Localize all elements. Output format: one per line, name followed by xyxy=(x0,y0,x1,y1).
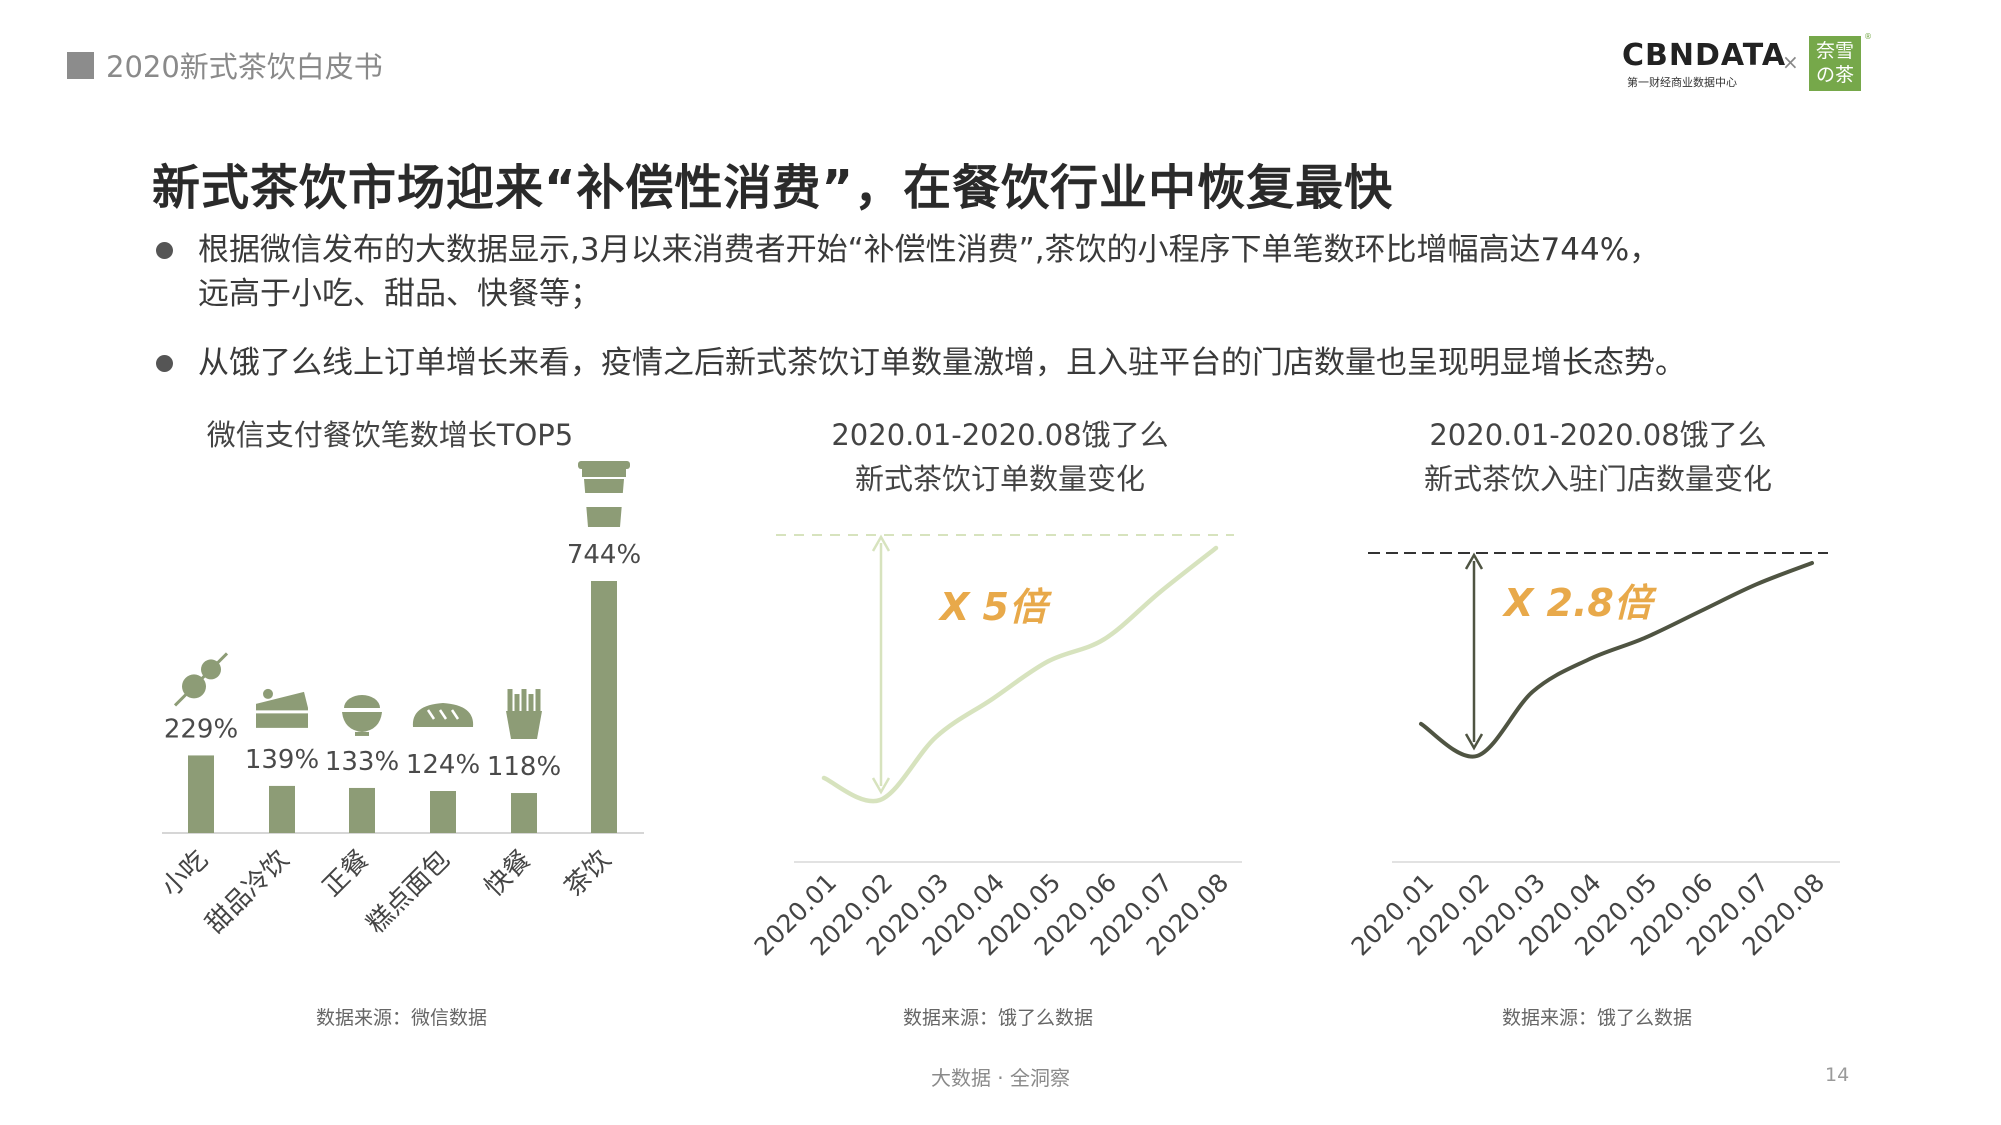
series-line xyxy=(1419,561,1814,759)
rice-top xyxy=(344,694,380,708)
growth-arrow-head-up xyxy=(1464,552,1484,570)
bar-chart-source: 数据来源：微信数据 xyxy=(316,1007,488,1029)
fry xyxy=(507,689,513,712)
fry xyxy=(521,689,527,712)
bar xyxy=(430,791,456,833)
orders-chart-source: 数据来源：饿了么数据 xyxy=(903,1007,1094,1029)
growth-annotation: X 5倍 xyxy=(938,585,1052,629)
cup-lid xyxy=(578,461,630,469)
bullet-2-line-1: 从饿了么线上订单增长来看，疫情之后新式茶饮订单数量激增，且入驻平台的门店数量也呈… xyxy=(198,345,1686,381)
bar xyxy=(188,755,214,833)
partner-logo-line1: 奈雪 xyxy=(1815,40,1854,62)
skewer-ball xyxy=(201,659,221,680)
bullet-1-line-1: 根据微信发布的大数据显示,3月以来消费者开始“补偿性消费”,茶饮的小程序下单笔数… xyxy=(198,232,1661,268)
bar-value-label: 744% xyxy=(567,540,641,570)
bar-value-label: 139% xyxy=(245,745,319,775)
logo-subtitle: 第一财经商业数据中心 xyxy=(1627,76,1737,89)
growth-arrow-head-down xyxy=(871,777,891,795)
growth-annotation: X 2.8倍 xyxy=(1502,581,1657,625)
bar xyxy=(511,793,537,833)
bar-value-label: 118% xyxy=(487,752,561,782)
bullet-dot xyxy=(156,355,173,372)
page-number: 14 xyxy=(1825,1064,1850,1086)
fry xyxy=(514,694,520,717)
partner-logo-line2: の茶 xyxy=(1815,64,1854,86)
fries-icon xyxy=(506,689,542,740)
logo-times: × xyxy=(1782,50,1799,74)
cbndata-logo: CBNDATA 第一财经商业数据中心 × 奈雪 の茶 ® xyxy=(1622,32,1872,96)
bar-chart-title: 微信支付餐饮笔数增长TOP5 xyxy=(206,418,574,452)
growth-arrow-head-up xyxy=(871,534,891,552)
bar xyxy=(349,787,375,833)
header-square xyxy=(67,52,94,79)
logo-registered-mark: ® xyxy=(1864,32,1872,41)
bread-cut xyxy=(450,709,460,720)
bullet-dot xyxy=(156,242,173,259)
cup-sleeve xyxy=(585,493,623,507)
bar-value-label: 229% xyxy=(164,714,238,744)
fry xyxy=(528,694,534,717)
cake-icon xyxy=(256,688,308,728)
growth-arrow-head-down xyxy=(1464,733,1484,751)
bullet-1-line-2: 远高于小吃、甜品、快餐等； xyxy=(198,276,601,312)
header-title: 2020新式茶饮白皮书 xyxy=(106,50,383,84)
bowl-body xyxy=(342,711,382,732)
orders-chart-title-line-2: 新式茶饮订单数量变化 xyxy=(854,462,1145,496)
coffee-cup-icon xyxy=(578,461,630,527)
stores-chart-title-line-2: 新式茶饮入驻门店数量变化 xyxy=(1423,462,1772,496)
bread-icon xyxy=(412,703,474,727)
bar-value-label: 133% xyxy=(325,747,399,777)
bar xyxy=(269,785,295,833)
cup-rim xyxy=(582,469,626,477)
series-line xyxy=(821,545,1219,804)
rice-bowl-icon xyxy=(342,694,382,736)
fries-box xyxy=(506,711,542,740)
bread-cut xyxy=(426,709,436,720)
stores-chart-title-line-1: 2020.01-2020.08饿了么 xyxy=(1429,418,1767,452)
skewer-icon xyxy=(173,652,229,707)
skewer-ball xyxy=(182,674,206,699)
bowl-foot xyxy=(355,731,369,736)
page-title: 新式茶饮市场迎来“补偿性消费”，在餐饮行业中恢复最快 xyxy=(152,160,1394,216)
bar-value-label: 124% xyxy=(406,750,480,780)
cake-cherry xyxy=(263,688,273,699)
bread-cut xyxy=(438,709,448,720)
stores-chart-source: 数据来源：饿了么数据 xyxy=(1502,1007,1693,1029)
partner-logo: 奈雪 の茶 xyxy=(1809,36,1861,91)
cake-body xyxy=(256,691,308,728)
logo-brand: CBNDATA xyxy=(1622,38,1787,73)
fry xyxy=(535,689,541,712)
footer-slogan: 大数据 · 全洞察 xyxy=(930,1066,1071,1090)
orders-chart-title-line-1: 2020.01-2020.08饿了么 xyxy=(831,418,1169,452)
bar xyxy=(591,581,617,833)
